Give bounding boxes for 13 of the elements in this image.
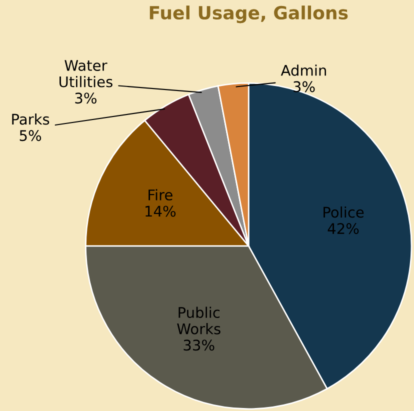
slice-label: Public Works [177,306,220,334]
slice-label: Admin [280,64,326,76]
data-label: 33% [184,340,214,351]
slice-label: Parks [12,113,50,125]
data-label: 3% [75,92,96,104]
data-label: 42% [328,223,359,234]
slice-label: Police [324,206,364,218]
slice-label: Fire [148,189,172,200]
slice-label: Water Utilities [60,60,112,88]
data-label: 14% [146,206,176,217]
data-label: 3% [294,81,315,92]
chart-title: Fuel Usage, Gallons [150,6,348,24]
data-label: 5% [20,130,42,142]
